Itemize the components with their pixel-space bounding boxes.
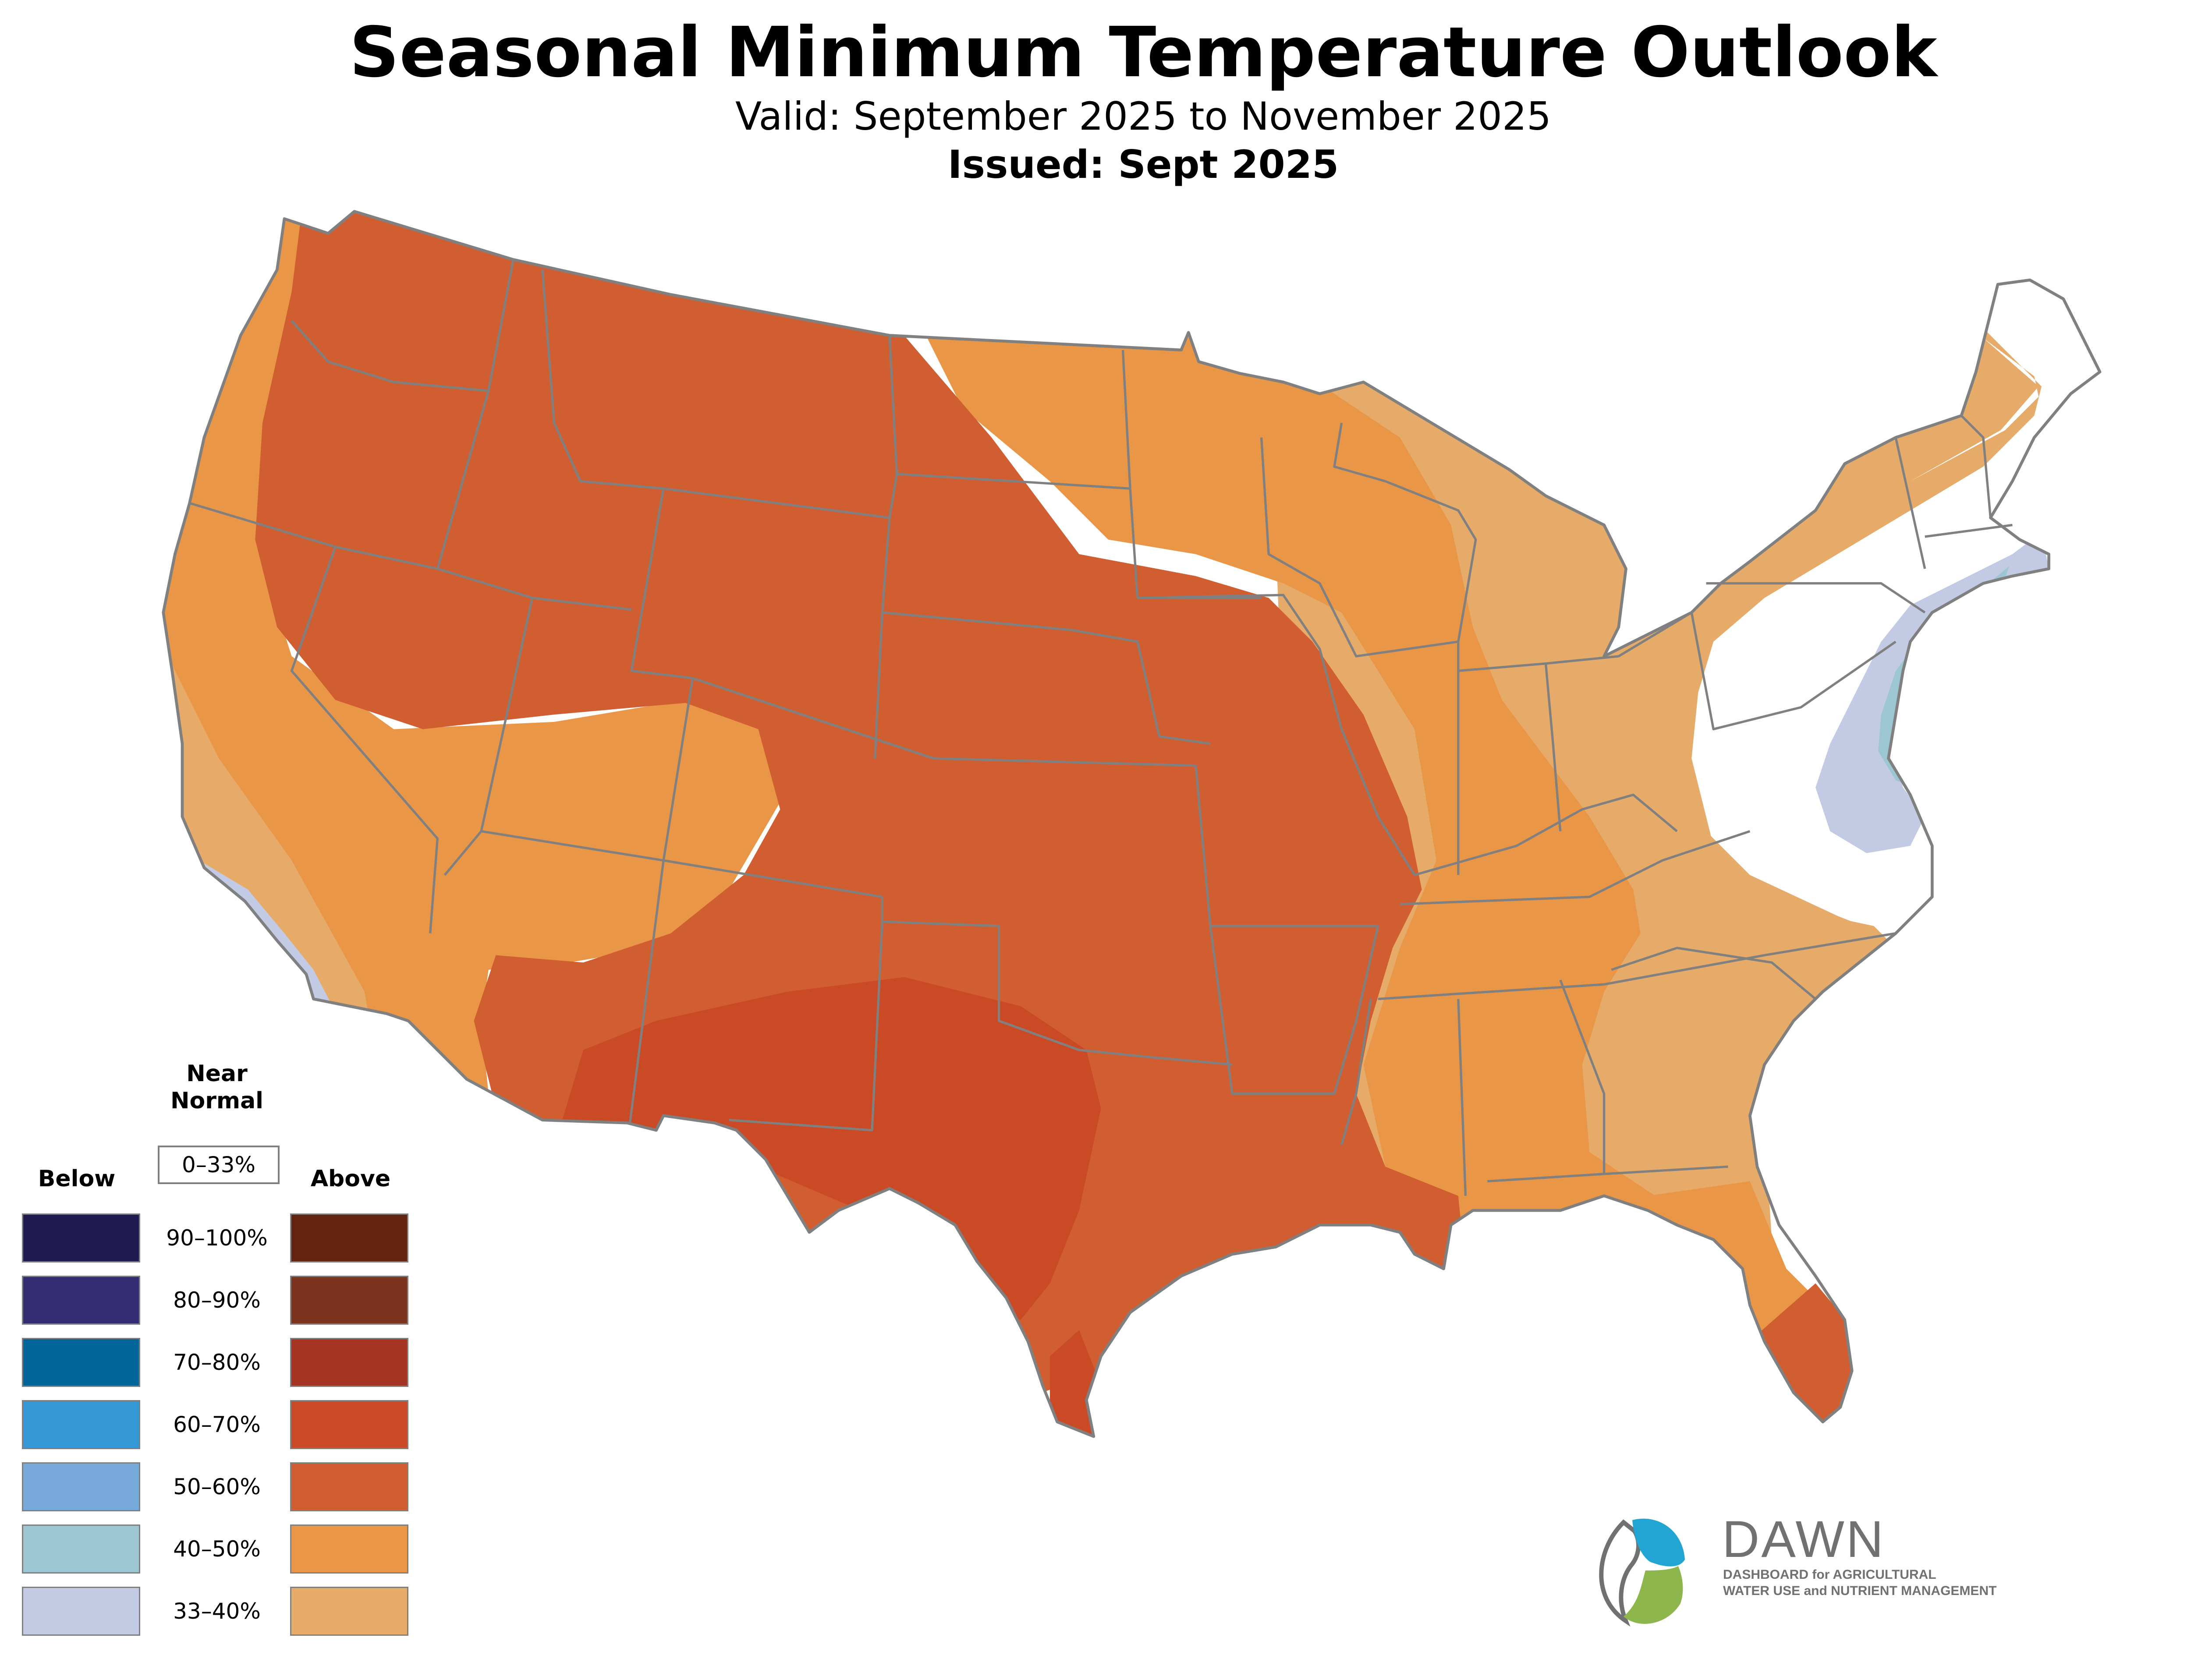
legend-below-heading: Below bbox=[38, 1166, 116, 1192]
state-border bbox=[1121, 350, 1131, 489]
state-border bbox=[1333, 422, 1477, 875]
state-border bbox=[1414, 793, 1678, 876]
logo-subtitle-line2: WATER USE and NUTRIENT MANAGEMENT bbox=[1723, 1584, 1997, 1598]
legend-range-label: 60–70% bbox=[173, 1412, 261, 1437]
state-border bbox=[630, 488, 934, 760]
legend-swatch-above bbox=[290, 1276, 408, 1325]
legend-range-label: 90–100% bbox=[166, 1225, 268, 1251]
state-border bbox=[1209, 926, 1379, 1095]
valid-period: Valid: September 2025 to November 2025 bbox=[735, 94, 1551, 139]
state-border bbox=[1961, 414, 1992, 518]
legend-range-label: 33–40% bbox=[173, 1599, 261, 1624]
state-border bbox=[1559, 980, 1728, 1175]
legend-range-label: 40–50% bbox=[173, 1536, 261, 1562]
legend-swatch-below bbox=[22, 1400, 140, 1449]
logo-wordmark: DAWN bbox=[1722, 1510, 1886, 1568]
legend-swatch-below bbox=[22, 1213, 140, 1263]
above-33-40-ne-fill bbox=[1582, 335, 2039, 948]
logo-subtitle-line1: DASHBOARD for AGRICULTURAL bbox=[1723, 1567, 1936, 1582]
state-borders bbox=[189, 259, 2013, 1196]
legend-swatch-above bbox=[290, 1524, 408, 1574]
state-border bbox=[1546, 611, 1692, 665]
logo-blue-drop bbox=[1632, 1518, 1685, 1567]
state-border bbox=[290, 546, 439, 934]
dawn-logo-mark bbox=[1599, 1518, 1685, 1627]
legend-swatch-above bbox=[290, 1462, 408, 1511]
state-border bbox=[882, 611, 1211, 745]
state-border bbox=[291, 320, 489, 392]
legend-swatch-above bbox=[290, 1400, 408, 1449]
state-border bbox=[663, 487, 891, 759]
legend-swatch-above bbox=[290, 1587, 408, 1636]
logo-green-leaf bbox=[1624, 1566, 1683, 1624]
state-border bbox=[1894, 437, 1926, 569]
legend-range-label: 50–60% bbox=[173, 1474, 261, 1500]
state-border bbox=[1137, 594, 1416, 876]
legend-swatch-below bbox=[22, 1276, 140, 1325]
state-border bbox=[1611, 947, 1816, 1000]
state-border bbox=[1400, 830, 1751, 905]
legend-near-normal-heading: Near Normal bbox=[145, 1060, 289, 1115]
above-40-50-central-east bbox=[904, 291, 1677, 1284]
us-national-border bbox=[162, 210, 2102, 1438]
state-border bbox=[1690, 612, 1897, 731]
issued-date: Issued: Sept 2025 bbox=[947, 142, 1339, 187]
legend-near-normal-range: 0–33% bbox=[158, 1146, 280, 1184]
state-border bbox=[541, 269, 664, 490]
above-60-70-texas bbox=[561, 977, 1101, 1320]
state-border bbox=[189, 502, 632, 611]
state-border bbox=[1458, 662, 1562, 831]
state-border bbox=[1260, 437, 1459, 658]
dawn-logo bbox=[1599, 1518, 1685, 1627]
legend-above-heading: Above bbox=[310, 1166, 391, 1192]
legend-swatch-below bbox=[22, 1524, 140, 1574]
state-border bbox=[1457, 999, 1467, 1196]
above-40-50-west bbox=[163, 211, 780, 1167]
legend-swatch-below bbox=[22, 1587, 140, 1636]
above-50-60-south-florida bbox=[1757, 1283, 1859, 1429]
legend-near-normal-line1: Near bbox=[186, 1061, 248, 1087]
logo-gray-circuit-leaf bbox=[1599, 1519, 1641, 1627]
state-border bbox=[1706, 582, 1926, 614]
state-border bbox=[1340, 998, 1372, 1145]
legend-swatch-above bbox=[290, 1338, 408, 1387]
above-50-60-core bbox=[255, 211, 1466, 1400]
above-33-40-northeast-band bbox=[1662, 328, 2042, 729]
state-border bbox=[729, 921, 883, 1132]
state-border bbox=[1925, 523, 2013, 538]
legend-near-normal-line2: Normal bbox=[170, 1088, 263, 1114]
state-border bbox=[628, 678, 694, 1123]
state-border bbox=[1487, 1173, 1604, 1183]
legend-range-label: 70–80% bbox=[173, 1350, 261, 1375]
legend-range-label: 80–90% bbox=[173, 1287, 261, 1313]
below-33-40-mid-atlantic bbox=[1815, 532, 2049, 853]
legend-swatch-below bbox=[22, 1462, 140, 1511]
state-border bbox=[933, 757, 1378, 927]
state-border bbox=[1378, 932, 1896, 1001]
page-title: Seasonal Minimum Temperature Outlook bbox=[349, 12, 1937, 93]
legend-swatch-below bbox=[22, 1338, 140, 1387]
legend-swatch-above bbox=[290, 1213, 408, 1263]
